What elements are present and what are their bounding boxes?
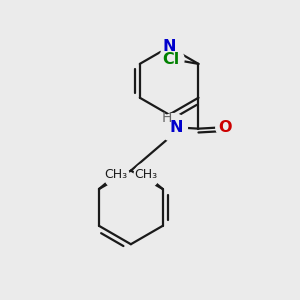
Text: Cl: Cl: [162, 52, 179, 67]
Text: N: N: [169, 120, 183, 135]
Text: H: H: [162, 111, 172, 125]
Text: CH₃: CH₃: [134, 168, 157, 182]
Text: O: O: [218, 120, 232, 135]
Text: CH₃: CH₃: [104, 168, 128, 182]
Text: N: N: [162, 39, 176, 54]
